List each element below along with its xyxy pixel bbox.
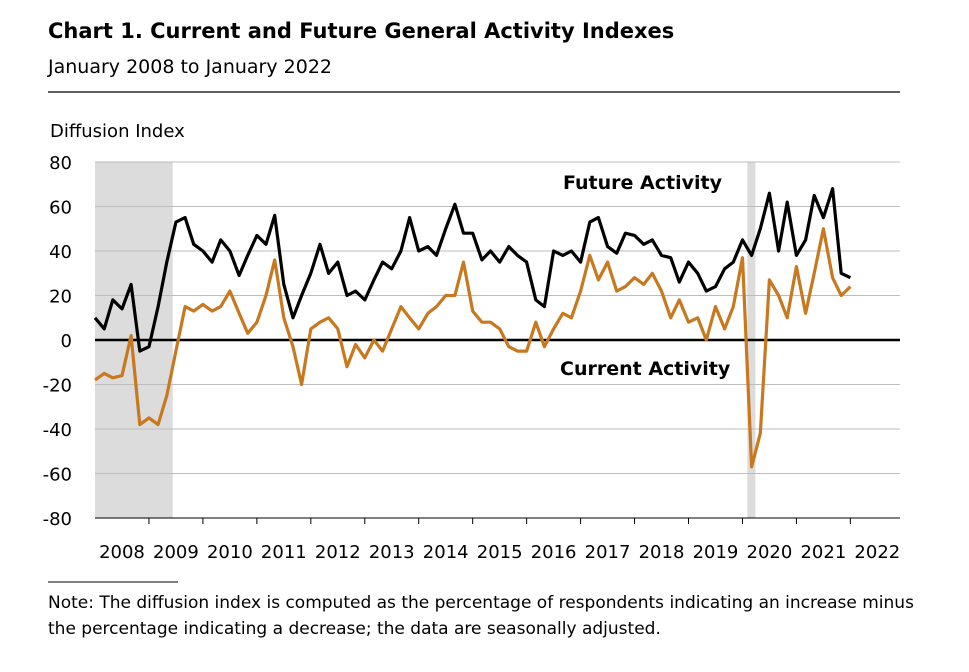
x-tick-label: 2013 xyxy=(369,542,415,563)
y-tick-label: 20 xyxy=(49,287,72,308)
x-tick-label: 2016 xyxy=(531,542,577,563)
y-tick-label: 0 xyxy=(61,331,72,352)
y-tick-label: -40 xyxy=(43,420,72,441)
x-tick-label: 2010 xyxy=(207,542,253,563)
x-tick-label: 2009 xyxy=(153,542,199,563)
series-line xyxy=(93,187,852,353)
x-tick-label: 2008 xyxy=(99,542,145,563)
x-tick-label: 2012 xyxy=(315,542,361,563)
x-tick-label: 2021 xyxy=(800,542,846,563)
annotation: Future Activity xyxy=(563,172,723,194)
x-tick-label: 2022 xyxy=(854,542,900,563)
y-tick-label: -60 xyxy=(43,465,72,486)
x-tick-label: 2018 xyxy=(639,542,685,563)
x-tick-label: 2011 xyxy=(261,542,307,563)
y-tick-label: 80 xyxy=(49,153,72,174)
y-tick-label: 40 xyxy=(49,242,72,263)
chart-subtitle: January 2008 to January 2022 xyxy=(47,56,332,78)
chart-title: Chart 1. Current and Future General Acti… xyxy=(48,19,674,43)
y-tick-label: 60 xyxy=(49,198,72,219)
series-line xyxy=(94,227,852,469)
x-tick-label: 2014 xyxy=(423,542,469,563)
x-tick-label: 2015 xyxy=(477,542,523,563)
note: Note: The diffusion index is computed as… xyxy=(48,593,914,639)
x-tick-label: 2020 xyxy=(747,542,793,563)
y-axis-label: Diffusion Index xyxy=(50,121,185,142)
x-tick-label: 2017 xyxy=(585,542,631,563)
y-tick-label: -80 xyxy=(43,509,72,530)
y-tick-label: -20 xyxy=(43,376,72,397)
x-tick-label: 2019 xyxy=(693,542,739,563)
chart: Chart 1. Current and Future General Acti… xyxy=(43,19,900,583)
annotation: Current Activity xyxy=(560,358,731,380)
